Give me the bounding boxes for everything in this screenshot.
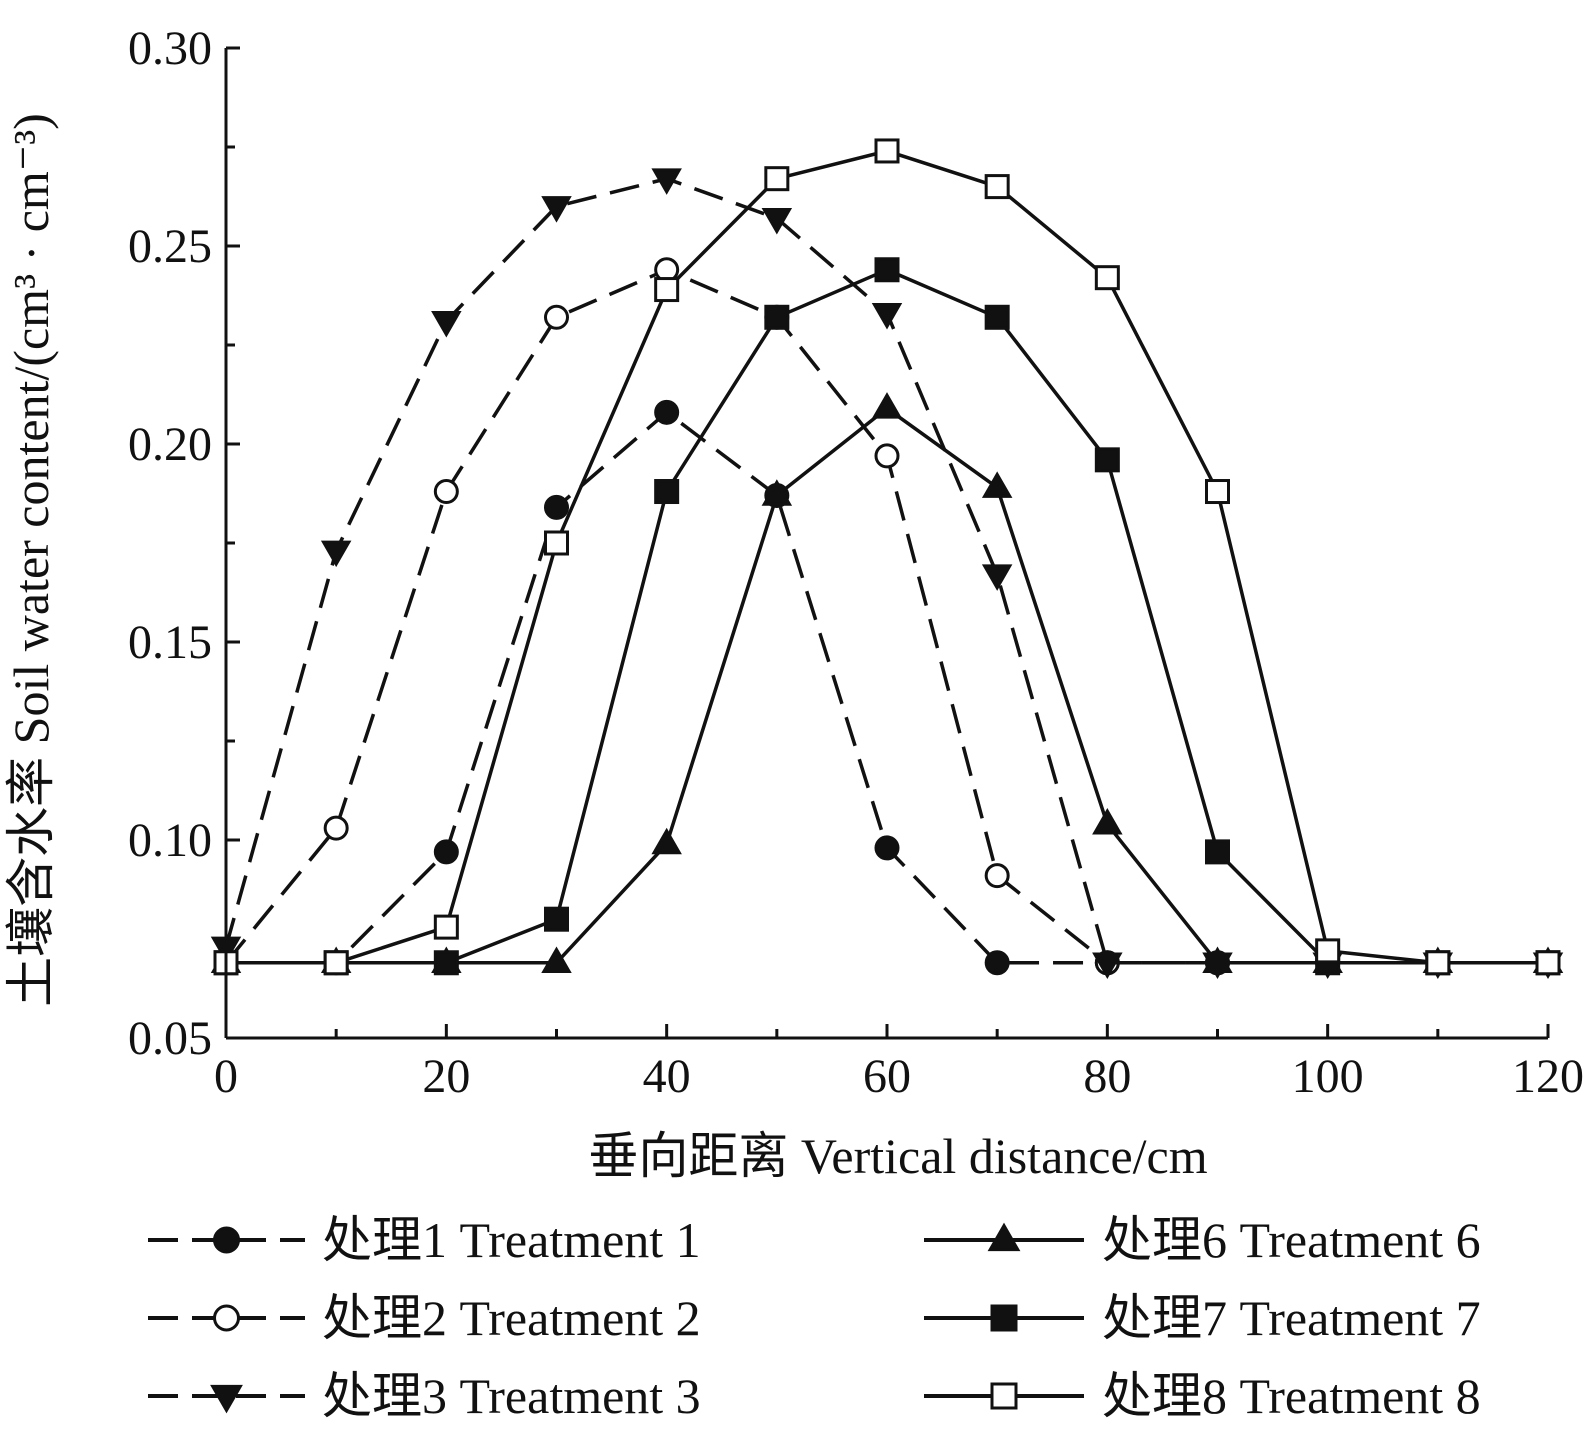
data-point (651, 827, 682, 855)
data-point (871, 303, 903, 330)
data-point (761, 479, 793, 506)
data-point (984, 950, 1010, 976)
series-1 (213, 399, 1561, 976)
legend-item: 处理2 Treatment 2 (148, 1290, 701, 1346)
series-6 (213, 138, 1561, 976)
legend-marker (210, 1384, 243, 1414)
y-tick-label: 0.30 (128, 22, 212, 75)
data-point (654, 399, 680, 425)
data-point (544, 906, 569, 932)
data-point (651, 168, 682, 195)
data-point (433, 914, 459, 940)
y-tick-label: 0.10 (128, 814, 212, 867)
legend-item: 处理1 Treatment 1 (148, 1212, 701, 1268)
legend-label: 处理7 Treatment 7 (1102, 1290, 1481, 1346)
data-point (544, 494, 569, 520)
data-point (1425, 950, 1451, 976)
legend: 处理1 Treatment 1 处理2 Treatment 2 处理3 Treatm… (148, 1212, 1481, 1424)
data-point (764, 166, 790, 192)
data-point (874, 443, 900, 469)
data-point (544, 304, 569, 330)
data-point (1202, 946, 1233, 974)
y-tick-label: 0.25 (128, 220, 212, 273)
series-2 (213, 257, 1561, 976)
data-point (874, 257, 900, 283)
series-5 (213, 257, 1561, 976)
data-point (433, 950, 459, 976)
data-point (764, 304, 790, 330)
legend-label: 处理8 Treatment 8 (1102, 1368, 1481, 1424)
data-point (433, 479, 459, 505)
data-point (984, 304, 1010, 330)
y-tick-label: 0.15 (128, 616, 212, 669)
y-tick-label: 0.20 (128, 418, 212, 471)
data-point (1315, 938, 1341, 964)
legend-marker (990, 1304, 1018, 1332)
legend-marker (213, 1304, 240, 1332)
legend-item: 处理8 Treatment 8 (924, 1368, 1481, 1424)
ticks: 0 20 40 60 80 100 120 0.05 0.10 0.15 0.20 0.25 0.30 (128, 22, 1584, 1103)
x-tick-label: 0 (214, 1050, 238, 1103)
data-point (433, 839, 459, 865)
data-point (1094, 265, 1120, 291)
legend-marker (990, 1382, 1018, 1410)
legend-item: 处理3 Treatment 3 (148, 1368, 701, 1424)
data-point (1535, 950, 1561, 976)
data-point (1094, 447, 1120, 473)
x-tick-label: 80 (1083, 1050, 1131, 1103)
data-point (984, 174, 1010, 200)
legend-item: 处理7 Treatment 7 (924, 1290, 1481, 1346)
series-line (226, 406, 1548, 965)
data-point (323, 815, 349, 841)
data-point (654, 277, 680, 303)
data-point (1205, 479, 1230, 505)
data-point (541, 196, 572, 223)
data-point (984, 863, 1010, 889)
x-tick-label: 40 (643, 1050, 691, 1103)
legend-item: 处理6 Treatment 6 (924, 1212, 1481, 1268)
legend-label: 处理1 Treatment 1 (322, 1212, 701, 1268)
data-point (323, 950, 349, 976)
data-point (1092, 807, 1123, 835)
data-point (544, 530, 569, 556)
y-axis-title: 土壤含水率 Soil water content/(cm³ · cm⁻³) (3, 113, 59, 1007)
data-point (871, 392, 903, 419)
data-point (541, 946, 572, 974)
data-point (874, 138, 900, 164)
x-tick-label: 120 (1512, 1050, 1584, 1103)
data-point (874, 835, 900, 861)
data-point (1205, 839, 1230, 865)
data-point (320, 540, 352, 568)
x-tick-label: 100 (1292, 1050, 1364, 1103)
data-point (1092, 952, 1123, 979)
x-axis-title: 垂向距离 Vertical distance/cm (588, 1128, 1207, 1184)
x-tick-label: 20 (422, 1050, 470, 1103)
x-tick-label: 60 (863, 1050, 911, 1103)
series-layer (210, 138, 1564, 979)
data-point (761, 207, 793, 235)
data-point (654, 479, 680, 505)
y-tick-label: 0.05 (128, 1012, 212, 1065)
data-point (431, 310, 462, 338)
legend-label: 处理3 Treatment 3 (322, 1368, 701, 1424)
data-point (981, 471, 1013, 498)
series-line (226, 410, 1548, 965)
legend-label: 处理2 Treatment 2 (322, 1290, 701, 1346)
legend-marker (987, 1222, 1021, 1252)
axes (224, 48, 1548, 1040)
legend-marker (213, 1226, 240, 1254)
data-point (981, 564, 1013, 591)
legend-label: 处理6 Treatment 6 (1102, 1212, 1481, 1268)
